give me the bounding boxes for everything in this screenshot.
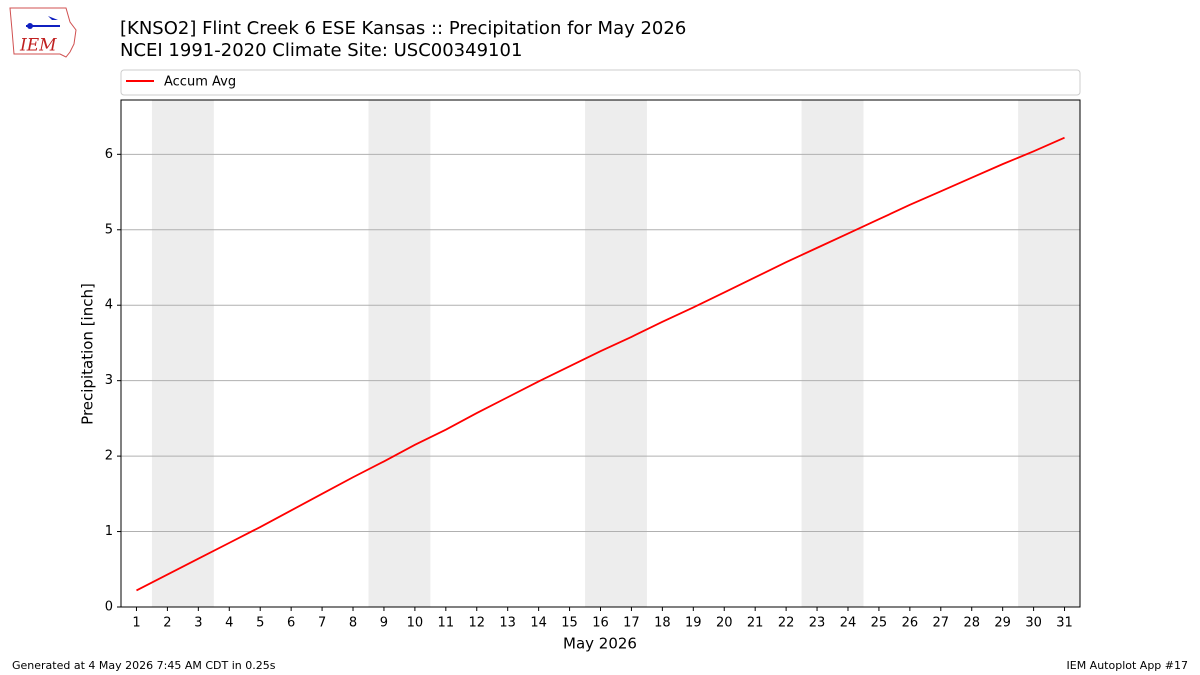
weekend-shade bbox=[151, 100, 214, 607]
logo: IEM bbox=[9, 7, 77, 58]
chart-title: [KNSO2] Flint Creek 6 ESE Kansas :: Prec… bbox=[120, 18, 686, 39]
x-tick-label: 14 bbox=[530, 616, 547, 631]
logo-text: IEM bbox=[19, 36, 57, 56]
x-tick-label: 15 bbox=[561, 616, 578, 631]
x-tick-label: 26 bbox=[902, 616, 919, 631]
x-tick-label: 16 bbox=[592, 616, 609, 631]
x-tick-label: 2 bbox=[163, 616, 171, 631]
data-line bbox=[136, 136, 1065, 592]
x-tick-label: 8 bbox=[349, 616, 357, 631]
weekend-shade bbox=[801, 100, 864, 607]
x-tick-label: 4 bbox=[225, 616, 233, 631]
x-tick-label: 28 bbox=[963, 616, 980, 631]
chart-subtitle: NCEI 1991-2020 Climate Site: USC00349101 bbox=[120, 40, 522, 61]
y-tick-label: 6 bbox=[105, 147, 113, 162]
y-tick-label: 3 bbox=[105, 373, 113, 388]
y-tick-label: 5 bbox=[105, 222, 113, 237]
weekend-shade bbox=[1018, 100, 1080, 607]
x-tick-label: 29 bbox=[994, 616, 1011, 631]
x-tick-label: 12 bbox=[468, 616, 485, 631]
x-tick-label: 30 bbox=[1025, 616, 1042, 631]
x-tick-label: 20 bbox=[716, 616, 733, 631]
x-axis-label: May 2026 bbox=[563, 635, 637, 653]
footer-right: IEM Autoplot App #17 bbox=[1067, 659, 1189, 672]
footer-left: Generated at 4 May 2026 7:45 AM CDT in 0… bbox=[12, 659, 276, 672]
logo-icon bbox=[48, 16, 58, 20]
logo-icon bbox=[27, 23, 33, 29]
x-tick-label: 10 bbox=[407, 616, 424, 631]
x-tick-label: 25 bbox=[871, 616, 888, 631]
x-tick-label: 23 bbox=[809, 616, 826, 631]
y-tick-label: 4 bbox=[105, 298, 113, 313]
weekend-shade bbox=[368, 100, 431, 607]
logo-outline bbox=[9, 7, 77, 58]
x-tick-label: 13 bbox=[499, 616, 516, 631]
x-tick-label: 1 bbox=[132, 616, 140, 631]
y-tick-label: 1 bbox=[105, 524, 113, 539]
x-tick-label: 7 bbox=[318, 616, 326, 631]
y-tick-label: 2 bbox=[105, 449, 113, 464]
x-tick-label: 11 bbox=[438, 616, 455, 631]
x-tick-label: 27 bbox=[933, 616, 950, 631]
x-tick-label: 3 bbox=[194, 616, 202, 631]
x-tick-label: 18 bbox=[654, 616, 671, 631]
legend-box bbox=[120, 69, 1081, 96]
x-tick-label: 22 bbox=[778, 616, 795, 631]
x-tick-label: 9 bbox=[380, 616, 388, 631]
y-tick-label: 0 bbox=[105, 600, 113, 615]
x-tick-label: 5 bbox=[256, 616, 264, 631]
plot-frame bbox=[120, 99, 1081, 608]
x-tick-label: 17 bbox=[623, 616, 640, 631]
x-tick-label: 24 bbox=[840, 616, 857, 631]
x-tick-label: 19 bbox=[685, 616, 702, 631]
x-tick-label: 31 bbox=[1056, 616, 1073, 631]
x-tick-label: 21 bbox=[747, 616, 764, 631]
legend-label: Accum Avg bbox=[164, 75, 236, 90]
y-axis-label: Precipitation [inch] bbox=[79, 283, 97, 425]
x-tick-label: 6 bbox=[287, 616, 295, 631]
